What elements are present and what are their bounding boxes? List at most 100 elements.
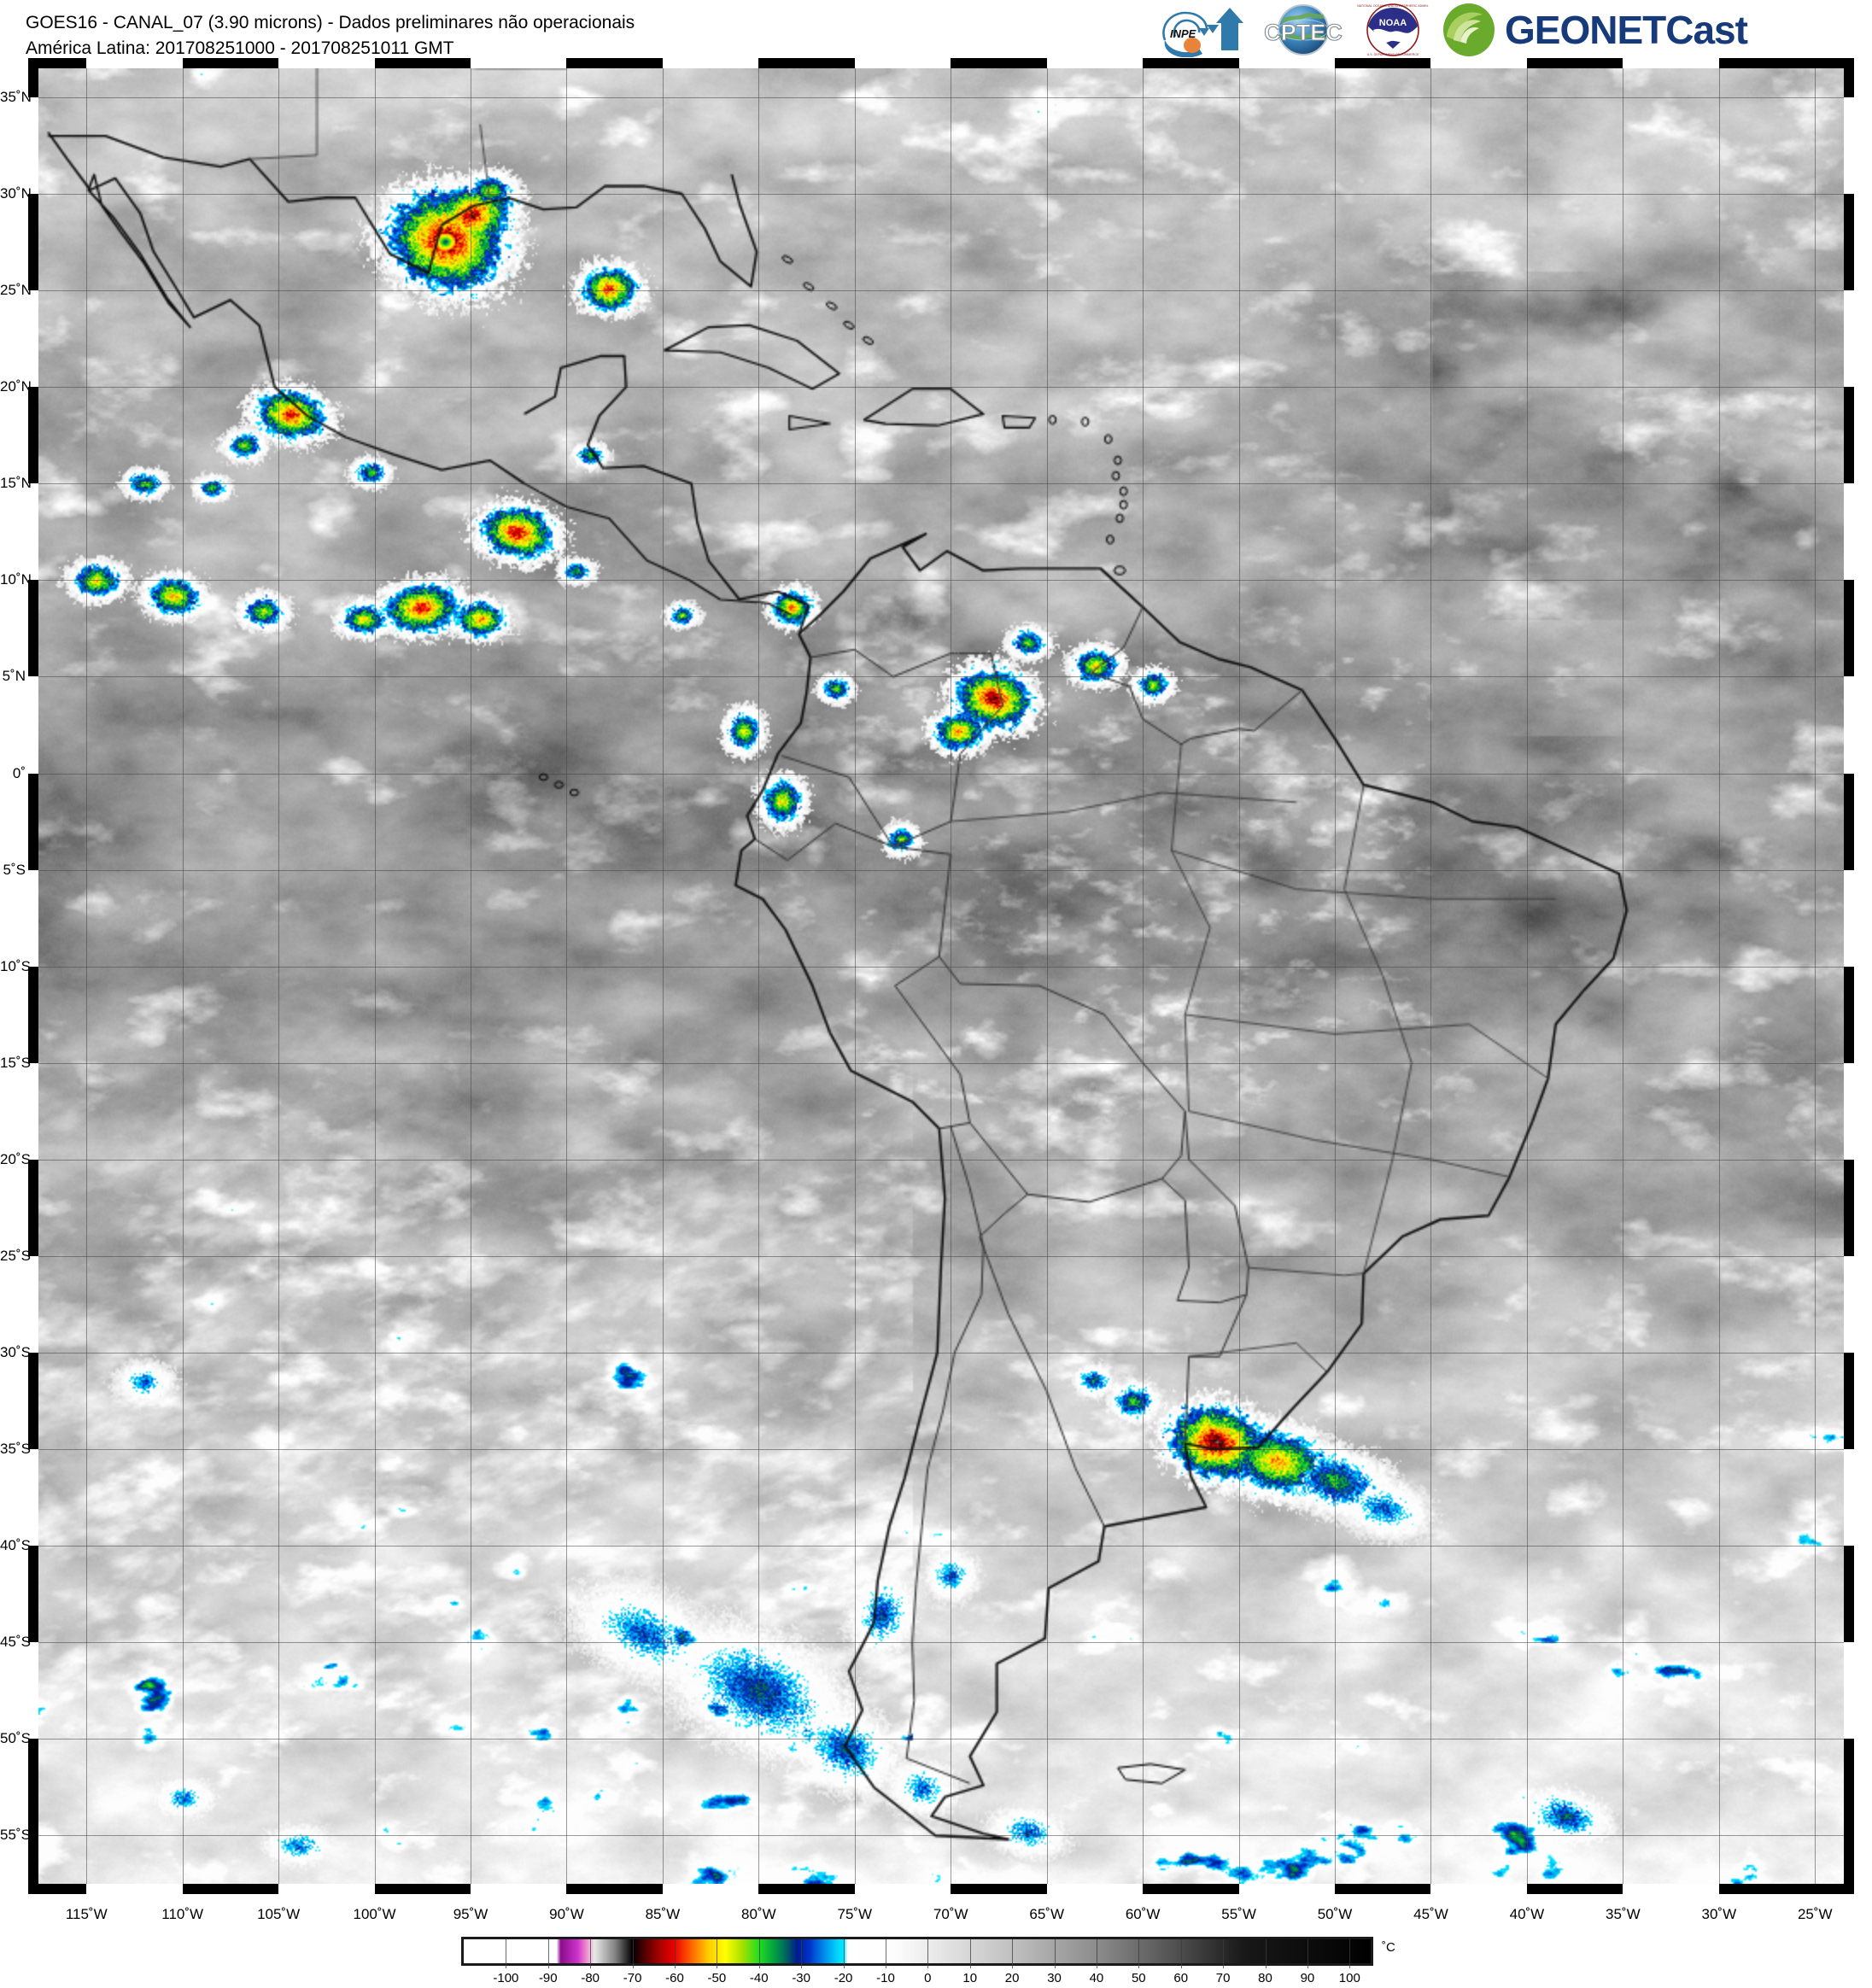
colorbar-tick-label: 60 bbox=[1173, 1971, 1189, 1985]
cptec-logo: CPTEC bbox=[1259, 3, 1348, 57]
page-subtitle: América Latina: 201708251000 - 201708251… bbox=[26, 38, 454, 58]
latitude-tick-label: 20˚S bbox=[0, 1150, 31, 1167]
noaa-logo: NOAA NATIONAL OCEANIC AND ATMOSPHERIC AD… bbox=[1356, 3, 1430, 57]
colorbar-tick-label: -50 bbox=[707, 1971, 727, 1985]
frame-tick bbox=[86, 58, 183, 68]
frame-tick bbox=[662, 58, 759, 68]
frame-tick bbox=[1623, 1884, 1719, 1894]
colorbar-tick-label: -90 bbox=[538, 1971, 558, 1985]
colorbar-tick-label: -20 bbox=[834, 1971, 853, 1985]
colorbar-tick-label: 80 bbox=[1258, 1971, 1272, 1985]
frame-tick bbox=[28, 869, 38, 967]
colorbar-tick bbox=[1307, 1939, 1308, 1968]
latitude-tick-label: 10˚S bbox=[0, 957, 31, 974]
longitude-tick-label: 110˚W bbox=[161, 1906, 204, 1922]
colorbar-tick-label: 100 bbox=[1338, 1971, 1360, 1985]
logo-bar: INPE CPTEC bbox=[1158, 2, 1865, 58]
frame-tick bbox=[28, 1642, 38, 1740]
longitude-tick-label: 100˚W bbox=[353, 1906, 396, 1922]
svg-text:U.S. DEPARTMENT OF COMMERCE: U.S. DEPARTMENT OF COMMERCE bbox=[1367, 53, 1419, 56]
colorbar-tick bbox=[758, 1939, 760, 1968]
frame-tick bbox=[471, 1884, 567, 1894]
colorbar-tick-label: 20 bbox=[1004, 1971, 1020, 1985]
svg-text:CPTEC: CPTEC bbox=[1264, 20, 1343, 45]
longitude-tick-label: 50˚W bbox=[1317, 1906, 1353, 1922]
latitude-tick-label: 15˚N bbox=[0, 475, 32, 492]
colorbar-tick bbox=[674, 1939, 676, 1968]
colorbar-tick-label: 70 bbox=[1215, 1971, 1231, 1985]
latitude-tick-label: 0˚ bbox=[12, 764, 26, 781]
colorbar-tick bbox=[801, 1939, 803, 1968]
satellite-image-canvas[interactable] bbox=[38, 68, 1844, 1884]
latitude-tick-label: 40˚S bbox=[0, 1537, 31, 1554]
latitude-tick-label: 25˚S bbox=[0, 1247, 31, 1264]
frame-tick bbox=[1844, 96, 1854, 194]
geonetcast-swirl-icon bbox=[1443, 3, 1495, 56]
colorbar-tick-label: -100 bbox=[493, 1971, 519, 1985]
frame-tick bbox=[28, 1255, 38, 1354]
title-block: GOES16 - CANAL_07 (3.90 microns) - Dados… bbox=[26, 10, 635, 61]
latitude-tick-label: 15˚S bbox=[0, 1054, 31, 1071]
svg-text:NOAA: NOAA bbox=[1379, 18, 1407, 28]
noaa-logo-icon: NOAA NATIONAL OCEANIC AND ATMOSPHERIC AD… bbox=[1357, 3, 1429, 56]
colorbar-tick-label: -10 bbox=[876, 1971, 895, 1985]
colorbar-tick bbox=[1265, 1939, 1267, 1968]
latitude-tick-label: 45˚S bbox=[0, 1634, 31, 1651]
frame-tick bbox=[471, 58, 567, 68]
frame-tick bbox=[1430, 1884, 1527, 1894]
colorbar-tick-label: 50 bbox=[1131, 1971, 1146, 1985]
colorbar-tick-label: 10 bbox=[962, 1971, 978, 1985]
svg-text:NATIONAL OCEANIC AND ATMOSPHER: NATIONAL OCEANIC AND ATMOSPHERIC ADMIN. bbox=[1357, 4, 1429, 8]
map-frame bbox=[28, 58, 1854, 1894]
latitude-tick-label: 55˚S bbox=[0, 1827, 31, 1844]
frame-tick bbox=[1844, 290, 1854, 388]
latitude-tick-label: 25˚N bbox=[0, 282, 32, 299]
colorbar-tick bbox=[969, 1939, 971, 1968]
inpe-logo: INPE bbox=[1158, 3, 1250, 58]
page-title: GOES16 - CANAL_07 (3.90 microns) - Dados… bbox=[26, 13, 635, 32]
frame-tick bbox=[854, 58, 951, 68]
longitude-tick-label: 55˚W bbox=[1221, 1906, 1256, 1922]
colorbar-swatch bbox=[461, 1937, 1373, 1968]
frame-tick bbox=[1844, 1449, 1854, 1547]
latitude-tick-label: 10˚N bbox=[0, 571, 32, 588]
longitude-tick-label: 25˚W bbox=[1797, 1906, 1833, 1922]
frame-tick bbox=[28, 96, 38, 194]
longitude-tick-label: 70˚W bbox=[933, 1906, 968, 1922]
longitude-tick-label: 105˚W bbox=[257, 1906, 301, 1922]
frame-tick bbox=[86, 1884, 183, 1894]
frame-tick bbox=[1238, 1884, 1336, 1894]
colorbar-tick bbox=[1012, 1939, 1014, 1968]
colorbar-tick bbox=[1349, 1939, 1351, 1968]
colorbar-tick bbox=[1054, 1939, 1056, 1968]
frame-tick bbox=[28, 290, 38, 388]
colorbar-tick bbox=[632, 1939, 634, 1968]
longitude-tick-label: 45˚W bbox=[1413, 1906, 1448, 1922]
longitude-tick-label: 90˚W bbox=[549, 1906, 584, 1922]
longitude-tick-label: 85˚W bbox=[645, 1906, 681, 1922]
colorbar-tick bbox=[927, 1939, 929, 1968]
colorbar-tick-label: 40 bbox=[1089, 1971, 1104, 1985]
longitude-tick-label: 80˚W bbox=[741, 1906, 776, 1922]
frame-tick bbox=[1844, 1062, 1854, 1160]
frame-tick bbox=[1844, 483, 1854, 581]
longitude-tick-label: 115˚W bbox=[65, 1906, 108, 1922]
frame-tick bbox=[278, 58, 375, 68]
latitude-tick-label: 5˚S bbox=[3, 861, 26, 878]
header: GOES16 - CANAL_07 (3.90 microns) - Dados… bbox=[0, 0, 1872, 58]
frame-tick bbox=[1046, 58, 1144, 68]
longitude-tick-label: 60˚W bbox=[1125, 1906, 1161, 1922]
latitude-tick-label: 20˚N bbox=[0, 378, 32, 395]
frame-tick bbox=[1046, 1884, 1144, 1894]
frame-tick bbox=[28, 1449, 38, 1547]
latitude-tick-label: 30˚S bbox=[0, 1344, 31, 1361]
colorbar-tick bbox=[547, 1939, 549, 1968]
longitude-tick-label: 75˚W bbox=[837, 1906, 873, 1922]
longitude-tick-label: 40˚W bbox=[1509, 1906, 1545, 1922]
colorbar-tick-label: 0 bbox=[924, 1971, 932, 1985]
colorbar-tick-label: -40 bbox=[749, 1971, 769, 1985]
colorbar-tick bbox=[1180, 1939, 1182, 1968]
inpe-logo-icon: INPE bbox=[1162, 8, 1243, 58]
frame-tick bbox=[1623, 58, 1719, 68]
coastline-overlay bbox=[38, 68, 1844, 1884]
